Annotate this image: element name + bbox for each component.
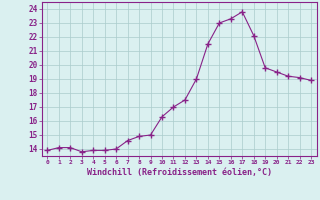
X-axis label: Windchill (Refroidissement éolien,°C): Windchill (Refroidissement éolien,°C) — [87, 168, 272, 177]
